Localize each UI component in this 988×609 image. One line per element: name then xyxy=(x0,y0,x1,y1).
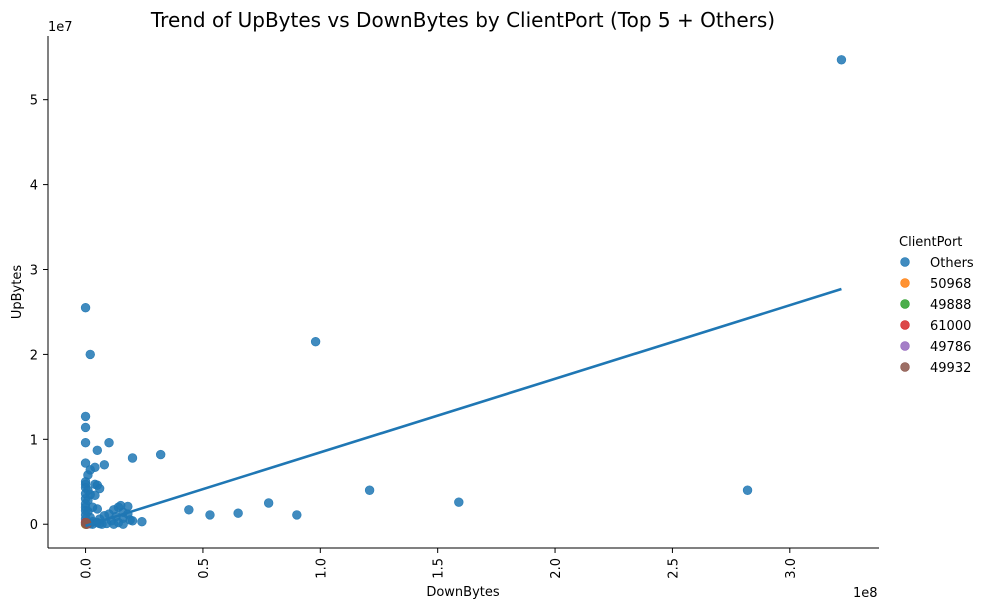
x-tick-label-0: 0.0 xyxy=(80,558,95,579)
point-others-1 xyxy=(80,303,91,313)
point-others-6 xyxy=(80,438,91,448)
point-others-8 xyxy=(92,445,103,456)
points-layer xyxy=(80,55,847,529)
y-axis-label: UpBytes xyxy=(10,265,25,319)
point-others-70 xyxy=(118,519,128,529)
point-others-9 xyxy=(155,449,166,460)
y-tick-label-1: 1 xyxy=(30,433,38,448)
legend-marker-49932 xyxy=(900,362,910,372)
point-others-24 xyxy=(742,485,753,495)
y-tick-label-5: 5 xyxy=(30,94,38,109)
legend-marker-49888 xyxy=(900,299,910,309)
y-ticks: 0 1 2 3 4 5 xyxy=(30,94,48,533)
point-others-49 xyxy=(292,510,302,520)
legend-marker-50968 xyxy=(900,278,910,288)
point-others-60 xyxy=(137,516,147,527)
point-others-44 xyxy=(233,508,243,518)
legend-label-50968: 50968 xyxy=(930,277,971,292)
legend-label-61000: 61000 xyxy=(930,319,971,334)
chart-title: Trend of UpBytes vs DownBytes by ClientP… xyxy=(150,8,775,32)
y-offset-text: 1e7 xyxy=(48,20,73,35)
legend-title: ClientPort xyxy=(899,235,962,250)
point-others-48 xyxy=(205,510,215,520)
point-others-40 xyxy=(184,505,194,515)
point-others-31 xyxy=(263,498,274,508)
x-tick-label-1: 0.5 xyxy=(197,558,212,579)
point-others-38 xyxy=(92,504,103,514)
point-others-3 xyxy=(310,336,321,347)
point-others-7 xyxy=(104,438,114,448)
legend-label-49932: 49932 xyxy=(930,361,971,376)
x-offset-text: 1e8 xyxy=(853,586,878,601)
legend-entries: Others 50968 49888 61000 49786 49932 xyxy=(900,256,974,376)
x-ticks: 0.0 0.5 1.0 1.5 2.0 2.5 3.0 xyxy=(80,548,799,579)
x-tick-label-2: 1.0 xyxy=(314,558,329,579)
x-axis-label: DownBytes xyxy=(426,585,500,600)
legend-marker-others xyxy=(900,257,910,267)
point-others-2 xyxy=(85,349,95,360)
legend-label-49888: 49888 xyxy=(930,298,971,313)
point-others-11 xyxy=(80,458,91,468)
legend-marker-61000 xyxy=(900,320,910,330)
point-others-69 xyxy=(109,519,119,529)
point-others-20 xyxy=(94,483,105,494)
point-others-5 xyxy=(80,422,91,433)
legend-label-others: Others xyxy=(930,256,974,271)
plot-area: 0.0 0.5 1.0 1.5 2.0 2.5 3.0 0 1 2 3 4 5 xyxy=(30,36,879,579)
point-others-30 xyxy=(454,497,464,507)
point-others-10 xyxy=(127,453,138,463)
y-tick-label-3: 3 xyxy=(30,263,38,278)
y-tick-label-0: 0 xyxy=(30,518,38,533)
x-tick-label-4: 2.0 xyxy=(549,558,564,579)
point-others-27 xyxy=(90,490,100,501)
point-others-23 xyxy=(364,485,375,495)
point-others-12 xyxy=(99,460,110,470)
legend-marker-49786 xyxy=(900,341,910,351)
point-others-0 xyxy=(836,55,847,65)
y-tick-label-2: 2 xyxy=(30,348,38,363)
legend-label-49786: 49786 xyxy=(930,340,971,355)
x-tick-label-6: 3.0 xyxy=(784,558,799,579)
point-others-59 xyxy=(127,516,138,526)
trend-line xyxy=(85,287,842,528)
x-tick-label-5: 2.5 xyxy=(666,558,681,579)
point-others-4 xyxy=(80,411,91,422)
legend: ClientPort Others 50968 49888 61000 49786 499… xyxy=(899,235,974,376)
y-tick-label-4: 4 xyxy=(30,179,38,194)
x-tick-label-3: 1.5 xyxy=(432,558,447,579)
